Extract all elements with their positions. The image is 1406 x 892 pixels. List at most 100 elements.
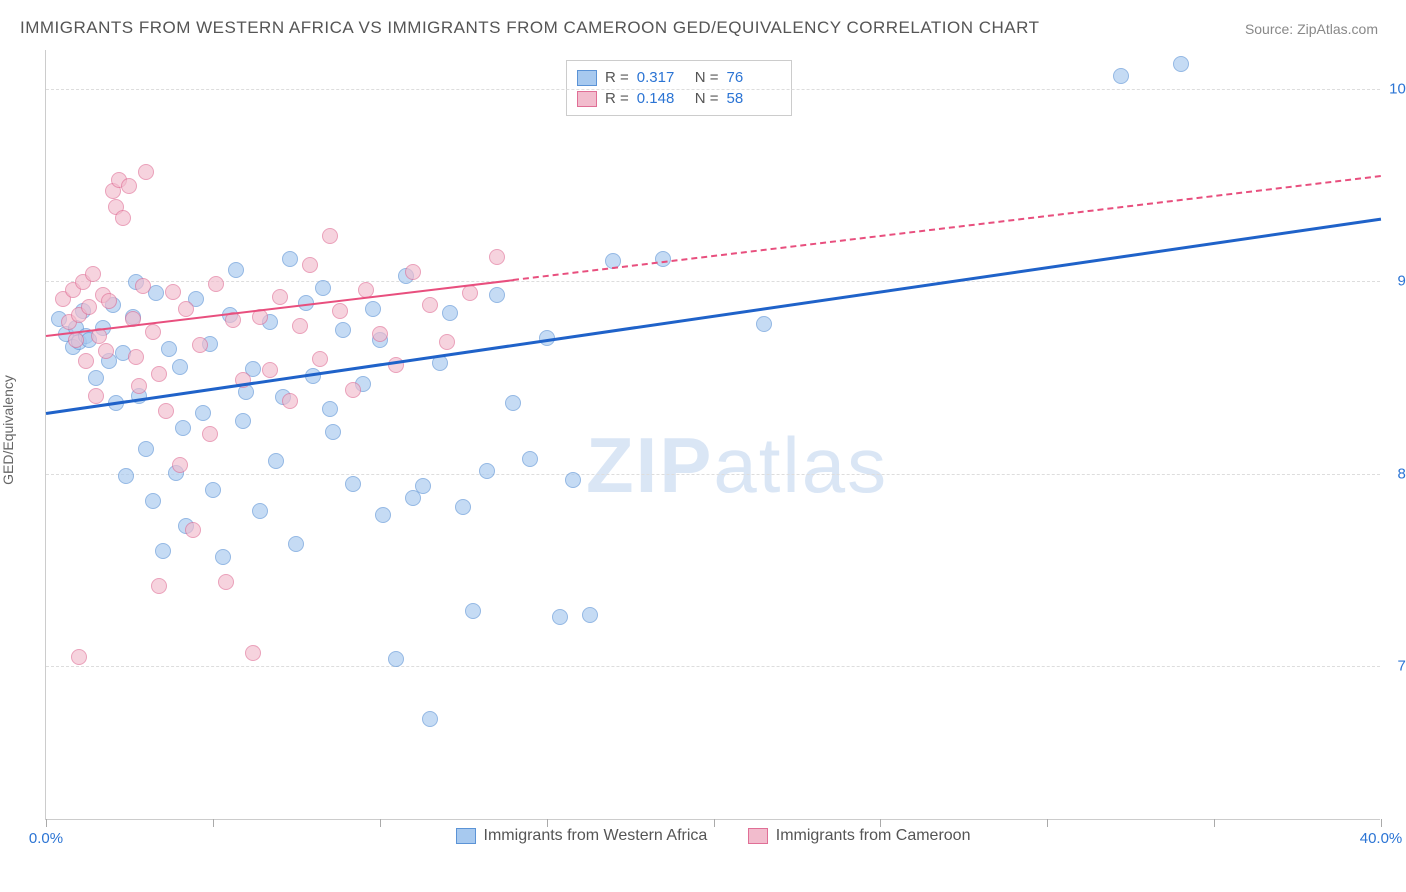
marker-cameroon: [405, 264, 421, 280]
x-tick-mark: [213, 819, 214, 827]
marker-western-africa: [1173, 56, 1189, 72]
legend-swatch-a-icon: [456, 828, 476, 844]
marker-cameroon: [185, 522, 201, 538]
gridline: [46, 89, 1380, 90]
marker-western-africa: [235, 413, 251, 429]
marker-cameroon: [151, 366, 167, 382]
legend-swatch-a: [577, 70, 597, 86]
marker-western-africa: [215, 549, 231, 565]
marker-western-africa: [88, 370, 104, 386]
series-legend: Immigrants from Western Africa Immigrant…: [46, 827, 1380, 849]
gridline: [46, 666, 1380, 667]
marker-western-africa: [345, 476, 361, 492]
legend-label-a: Immigrants from Western Africa: [484, 827, 708, 845]
marker-western-africa: [375, 507, 391, 523]
marker-cameroon: [78, 353, 94, 369]
x-tick-mark: [380, 819, 381, 827]
marker-cameroon: [489, 249, 505, 265]
marker-cameroon: [292, 318, 308, 334]
gridline: [46, 281, 1380, 282]
marker-western-africa: [365, 301, 381, 317]
marker-western-africa: [322, 401, 338, 417]
marker-western-africa: [489, 287, 505, 303]
marker-cameroon: [272, 289, 288, 305]
watermark-atlas: atlas: [713, 421, 888, 509]
marker-cameroon: [145, 324, 161, 340]
chart-title: IMMIGRANTS FROM WESTERN AFRICA VS IMMIGR…: [20, 18, 1040, 38]
legend-r-value-a: 0.317: [637, 69, 687, 86]
marker-western-africa: [195, 405, 211, 421]
y-axis-label: GED/Equivalency: [0, 375, 16, 485]
marker-western-africa: [315, 280, 331, 296]
gridline: [46, 474, 1380, 475]
marker-cameroon: [345, 382, 361, 398]
legend-n-label: N =: [695, 90, 719, 107]
marker-western-africa: [388, 651, 404, 667]
marker-cameroon: [192, 337, 208, 353]
marker-cameroon: [128, 349, 144, 365]
x-tick-mark: [46, 819, 47, 827]
marker-cameroon: [218, 574, 234, 590]
marker-western-africa: [268, 453, 284, 469]
x-tick-label: 40.0%: [1360, 830, 1403, 847]
marker-western-africa: [442, 305, 458, 321]
marker-western-africa: [479, 463, 495, 479]
marker-western-africa: [161, 341, 177, 357]
marker-western-africa: [655, 251, 671, 267]
marker-western-africa: [228, 262, 244, 278]
marker-cameroon: [131, 378, 147, 394]
marker-cameroon: [158, 403, 174, 419]
x-tick-mark: [1214, 819, 1215, 827]
marker-cameroon: [262, 362, 278, 378]
marker-western-africa: [565, 472, 581, 488]
marker-western-africa: [145, 493, 161, 509]
legend-n-value-a: 76: [727, 69, 777, 86]
legend-row-series-b: R = 0.148 N = 58: [577, 88, 777, 109]
marker-western-africa: [325, 424, 341, 440]
marker-western-africa: [175, 420, 191, 436]
legend-n-label: N =: [695, 69, 719, 86]
x-tick-mark: [714, 819, 715, 827]
y-tick-label: 80.0%: [1397, 465, 1406, 482]
marker-cameroon: [439, 334, 455, 350]
legend-row-series-a: R = 0.317 N = 76: [577, 67, 777, 88]
marker-cameroon: [462, 285, 478, 301]
marker-cameroon: [88, 388, 104, 404]
marker-cameroon: [121, 178, 137, 194]
marker-western-africa: [148, 285, 164, 301]
marker-western-africa: [282, 251, 298, 267]
legend-swatch-b-icon: [748, 828, 768, 844]
marker-cameroon: [151, 578, 167, 594]
marker-cameroon: [178, 301, 194, 317]
legend-item-a: Immigrants from Western Africa: [456, 827, 708, 845]
marker-cameroon: [372, 326, 388, 342]
marker-western-africa: [172, 359, 188, 375]
marker-western-africa: [422, 711, 438, 727]
marker-western-africa: [138, 441, 154, 457]
marker-western-africa: [288, 536, 304, 552]
marker-cameroon: [98, 343, 114, 359]
marker-cameroon: [245, 645, 261, 661]
marker-western-africa: [455, 499, 471, 515]
y-tick-label: 90.0%: [1397, 273, 1406, 290]
marker-western-africa: [582, 607, 598, 623]
x-tick-mark: [1047, 819, 1048, 827]
marker-western-africa: [552, 609, 568, 625]
marker-western-africa: [522, 451, 538, 467]
trend-line: [46, 217, 1381, 414]
marker-cameroon: [422, 297, 438, 313]
marker-cameroon: [208, 276, 224, 292]
x-tick-mark: [547, 819, 548, 827]
marker-western-africa: [505, 395, 521, 411]
legend-r-label: R =: [605, 69, 629, 86]
legend-r-value-b: 0.148: [637, 90, 687, 107]
legend-swatch-b: [577, 91, 597, 107]
watermark-logo: ZIPatlas: [586, 420, 888, 511]
legend-label-b: Immigrants from Cameroon: [776, 827, 971, 845]
legend-item-b: Immigrants from Cameroon: [748, 827, 971, 845]
marker-cameroon: [312, 351, 328, 367]
marker-cameroon: [332, 303, 348, 319]
marker-cameroon: [71, 649, 87, 665]
marker-western-africa: [335, 322, 351, 338]
marker-cameroon: [135, 278, 151, 294]
